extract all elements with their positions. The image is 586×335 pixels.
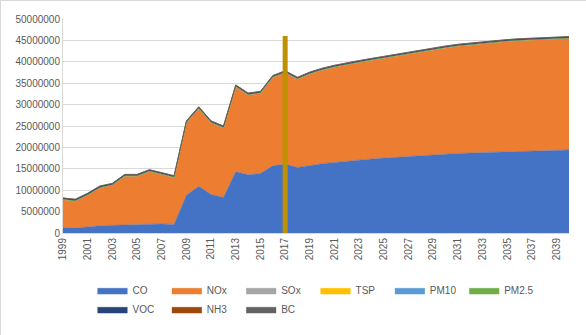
svg-text:2029: 2029: [427, 238, 438, 261]
svg-text:5000000: 5000000: [21, 206, 60, 217]
svg-text:2003: 2003: [107, 238, 118, 261]
svg-text:2021: 2021: [329, 238, 340, 261]
svg-text:1999: 1999: [57, 238, 68, 261]
svg-text:2035: 2035: [502, 238, 513, 261]
svg-text:CO: CO: [133, 285, 148, 296]
svg-text:2025: 2025: [378, 238, 389, 261]
svg-text:2037: 2037: [526, 238, 537, 261]
svg-text:50000000: 50000000: [16, 14, 61, 25]
svg-text:2027: 2027: [403, 238, 414, 261]
svg-text:40000000: 40000000: [16, 56, 61, 67]
svg-text:TSP: TSP: [356, 285, 376, 296]
svg-text:2019: 2019: [304, 238, 315, 261]
svg-text:SOx: SOx: [281, 285, 300, 296]
svg-text:30000000: 30000000: [16, 99, 61, 110]
svg-text:45000000: 45000000: [16, 35, 61, 46]
svg-text:2017: 2017: [279, 238, 290, 261]
svg-text:10000000: 10000000: [16, 185, 61, 196]
svg-text:2033: 2033: [477, 238, 488, 261]
svg-text:25000000: 25000000: [16, 121, 61, 132]
svg-text:2023: 2023: [353, 238, 364, 261]
svg-text:2005: 2005: [131, 238, 142, 261]
svg-text:2013: 2013: [230, 238, 241, 261]
svg-text:2039: 2039: [551, 238, 562, 261]
svg-text:2015: 2015: [255, 238, 266, 261]
svg-text:VOC: VOC: [133, 304, 155, 315]
svg-text:0: 0: [54, 228, 60, 239]
svg-text:20000000: 20000000: [16, 142, 61, 153]
svg-text:2001: 2001: [82, 238, 93, 261]
svg-text:PM2.5: PM2.5: [504, 285, 533, 296]
svg-text:35000000: 35000000: [16, 78, 61, 89]
svg-text:BC: BC: [281, 304, 295, 315]
svg-text:NH3: NH3: [207, 304, 227, 315]
svg-text:2007: 2007: [156, 238, 167, 261]
svg-text:NOx: NOx: [207, 285, 227, 296]
svg-text:PM10: PM10: [430, 285, 457, 296]
svg-text:2031: 2031: [452, 238, 463, 261]
svg-text:15000000: 15000000: [16, 163, 61, 174]
svg-text:2011: 2011: [205, 238, 216, 260]
svg-text:2009: 2009: [181, 238, 192, 261]
